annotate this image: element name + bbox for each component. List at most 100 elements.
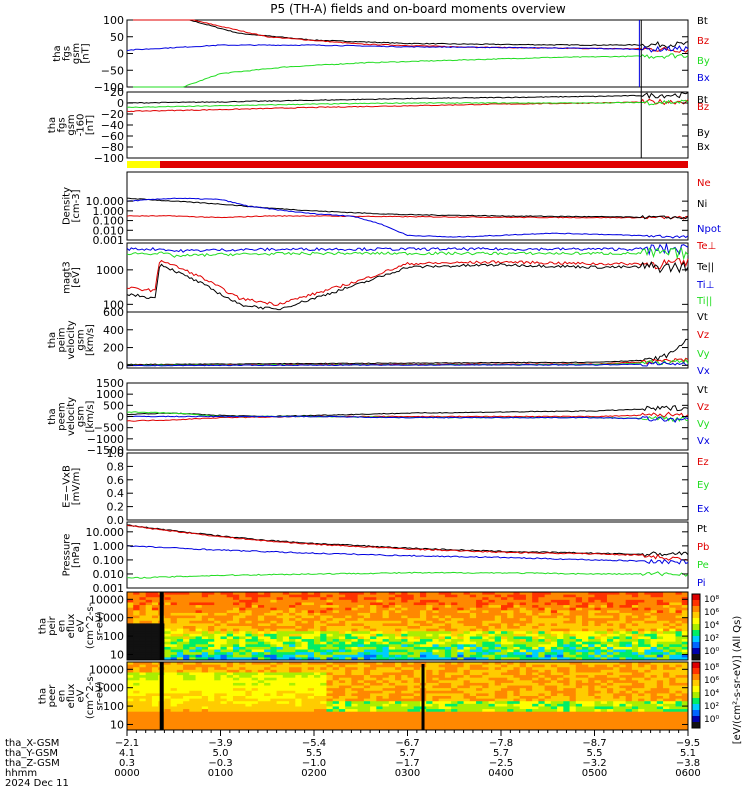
spectrogram-cell	[289, 657, 296, 661]
spectrogram-cell	[600, 675, 608, 679]
spectrogram-cell	[189, 722, 196, 726]
spectrogram-cell	[245, 623, 253, 627]
spectrogram-cell	[289, 688, 296, 692]
spectrogram-cell	[488, 677, 496, 681]
spectrogram-cell	[264, 649, 271, 653]
spectrogram-cell	[127, 716, 134, 720]
spectrogram-cell	[426, 599, 433, 603]
spectrogram-cell	[625, 690, 633, 694]
spectrogram-cell	[239, 685, 246, 689]
spectrogram-cell	[476, 649, 483, 653]
spectrogram-cell	[507, 610, 514, 614]
spectrogram-cell	[183, 605, 190, 609]
spectrogram-cell	[133, 690, 140, 694]
spectrogram-cell	[538, 592, 546, 596]
spectrogram-cell	[289, 597, 296, 601]
spectrogram-cell	[226, 688, 234, 692]
spectrogram-cell	[195, 724, 203, 728]
spectrogram-cell	[170, 652, 178, 656]
spectrogram-cell	[619, 680, 627, 684]
spectrogram-cell	[438, 698, 446, 702]
spectrogram-cell	[270, 714, 277, 718]
spectrogram-cell	[494, 626, 502, 630]
spectrogram-cell	[476, 714, 483, 718]
spectrogram-cell	[432, 716, 440, 720]
y-axis-label: peir	[47, 615, 58, 635]
spectrogram-cell	[550, 675, 558, 679]
spectrogram-cell	[214, 641, 221, 645]
spectrogram-cell	[289, 711, 296, 715]
spectrogram-cell	[463, 636, 471, 640]
spectrogram-cell	[251, 649, 259, 653]
spectrogram-cell	[569, 592, 577, 596]
spectrogram-cell	[563, 672, 570, 676]
spectrogram-cell	[239, 706, 246, 710]
spectrogram-cell	[675, 612, 683, 616]
spectrogram-cell	[550, 667, 558, 671]
spectrogram-cell	[264, 677, 271, 681]
spectrogram-cell	[301, 662, 309, 666]
spectrogram-cell	[363, 669, 371, 673]
spectrogram-cell	[501, 667, 508, 671]
spectrogram-cell	[183, 716, 190, 720]
spectrogram-cell	[588, 618, 595, 622]
spectrogram-cell	[563, 597, 570, 601]
spectrogram-cell	[476, 620, 483, 624]
spectrogram-cell	[370, 607, 377, 611]
spectrogram-cell	[351, 662, 359, 666]
spectrogram-cell	[538, 605, 546, 609]
spectrogram-cell	[270, 703, 277, 707]
spectrogram-cell	[550, 714, 558, 718]
spectrogram-cell	[363, 714, 371, 718]
spectrogram-cell	[295, 685, 302, 689]
spectrogram-cell	[488, 709, 496, 713]
spectrogram-cell	[295, 714, 302, 718]
spectrogram-cell	[631, 688, 639, 692]
spectrogram-cell	[176, 693, 184, 697]
spectrogram-cell	[370, 662, 377, 666]
spectrogram-cell	[426, 698, 433, 702]
spectrogram-cell	[145, 607, 153, 611]
spectrogram-cell	[264, 612, 271, 616]
spectrogram-cell	[314, 711, 321, 715]
spectrogram-cell	[476, 612, 483, 616]
spectrogram-cell	[650, 633, 658, 637]
spectrogram-cell	[401, 605, 408, 609]
spectrogram-cell	[295, 610, 302, 614]
spectrogram-cell	[669, 664, 676, 668]
spectrogram-cell	[675, 682, 683, 686]
spectrogram-cell	[413, 703, 421, 707]
spectrogram-cell	[357, 612, 365, 616]
spectrogram-cell	[388, 682, 396, 686]
spectrogram-cell	[532, 641, 539, 645]
spectrogram-cell	[332, 722, 340, 726]
spectrogram-cell	[444, 599, 452, 603]
spectrogram-cell	[407, 682, 415, 686]
spectrogram-cell	[494, 703, 502, 707]
spectrogram-cell	[625, 626, 633, 630]
spectrogram-cell	[401, 599, 408, 603]
spectrogram-cell	[600, 644, 608, 648]
spectrogram-cell	[195, 722, 203, 726]
spectrogram-cell	[600, 667, 608, 671]
spectrogram-cell	[276, 649, 284, 653]
spectrogram-cell	[239, 599, 246, 603]
spectrogram-cell	[681, 682, 689, 686]
spectrogram-cell	[407, 610, 415, 614]
spectrogram-cell	[507, 709, 514, 713]
spectrogram-cell	[395, 672, 402, 676]
spectrogram-cell	[631, 706, 639, 710]
spectrogram-cell	[183, 698, 190, 702]
spectrogram-cell	[351, 664, 359, 668]
spectrogram-cell	[338, 631, 346, 635]
spectrogram-cell	[582, 602, 589, 606]
spectrogram-cell	[395, 615, 402, 619]
spectrogram-cell	[195, 667, 203, 671]
spectrogram-cell	[314, 639, 321, 643]
spectrogram-cell	[469, 602, 477, 606]
spectrogram-cell	[582, 719, 589, 723]
spectrogram-cell	[557, 607, 564, 611]
spectrogram-cell	[550, 719, 558, 723]
spectrogram-cell	[444, 696, 452, 700]
spectrogram-cell	[326, 633, 334, 637]
